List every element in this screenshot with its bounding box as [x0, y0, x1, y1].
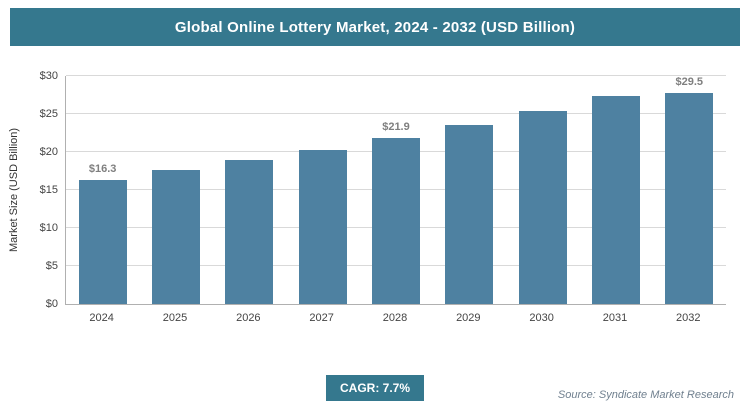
- bar-column-2030: [506, 76, 579, 304]
- bar-column-2032: $29.5: [653, 76, 726, 304]
- y-tick-label: $30: [39, 70, 58, 82]
- bar-2029: [445, 124, 494, 304]
- chart-region: Market Size (USD Billion) $0 $5 $10 $15 $20 $…: [0, 62, 750, 342]
- source-text: Source: Syndicate Market Research: [557, 389, 734, 401]
- gridline: [66, 75, 726, 76]
- bar-series: $16.3 $21.9 $29.5: [66, 76, 726, 304]
- y-tick-label: $5: [45, 260, 58, 272]
- x-label-2026: 2026: [236, 312, 261, 324]
- bar-column-2027: [286, 76, 359, 304]
- bar-2027: [298, 149, 347, 304]
- bar-2026: [225, 160, 274, 304]
- plot-area: $16.3 $21.9 $29.5: [65, 75, 726, 305]
- chart-title-bar: Global Online Lottery Market, 2024 - 203…: [10, 8, 740, 46]
- bar-2025: [151, 170, 200, 304]
- gridline: [66, 113, 726, 114]
- bar-2024: [78, 180, 127, 304]
- y-tick-label: $25: [39, 107, 58, 120]
- x-axis-labels: 2024 2025 2026 2027 2028 2029 2030 2031 2032: [65, 312, 725, 324]
- bar-2031: [591, 95, 640, 304]
- bar-value-label: $16.3: [88, 163, 117, 176]
- x-label-2029: 2029: [456, 312, 481, 324]
- x-label-2024: 2024: [89, 312, 114, 324]
- bar-column-2026: [213, 76, 286, 304]
- chart-title: Global Online Lottery Market, 2024 - 203…: [174, 18, 576, 36]
- y-tick-label: $20: [39, 145, 58, 158]
- x-label-2027: 2027: [309, 312, 334, 324]
- bar-column-2031: [579, 76, 652, 304]
- bar-column-2025: [139, 76, 212, 304]
- bar-value-label: $21.9: [382, 120, 410, 133]
- bar-2028: [371, 137, 420, 304]
- x-label-2031: 2031: [602, 312, 628, 324]
- chart-footer: CAGR: 7.7% Source: Syndicate Market Rese…: [0, 375, 750, 405]
- x-label-2028: 2028: [382, 312, 408, 324]
- bar-column-2024: $16.3: [66, 76, 139, 304]
- cagr-badge: CAGR: 7.7%: [325, 375, 425, 401]
- bar-column-2029: [433, 76, 506, 304]
- bar-2032: [665, 93, 714, 304]
- y-tick-label: $10: [39, 221, 58, 234]
- bar-value-label: $29.5: [675, 76, 704, 88]
- bar-column-2028: $21.9: [359, 76, 432, 304]
- y-tick-label: $0: [45, 298, 58, 310]
- y-axis-ticks: $0 $5 $10 $15 $20 $25 $30: [0, 70, 58, 310]
- x-label-2032: 2032: [676, 312, 701, 324]
- bar-2030: [518, 110, 567, 304]
- x-label-2030: 2030: [529, 312, 554, 324]
- x-label-2025: 2025: [162, 312, 188, 324]
- y-tick-label: $15: [39, 184, 58, 196]
